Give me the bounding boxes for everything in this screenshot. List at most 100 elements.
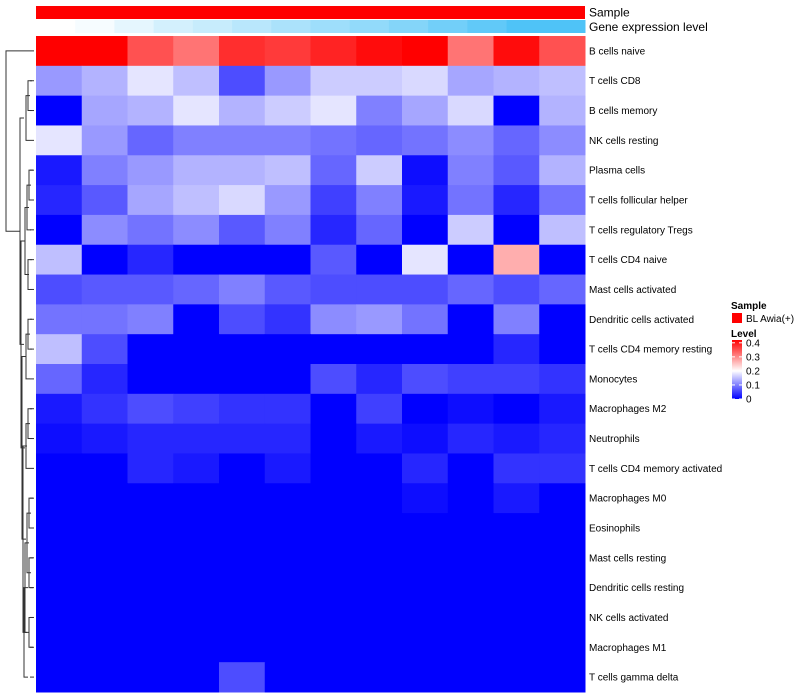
heatmap-cell bbox=[264, 572, 311, 604]
heatmap-cell bbox=[402, 662, 449, 693]
heatmap-cell bbox=[173, 304, 220, 335]
heatmap-cell bbox=[539, 244, 586, 276]
heatmap-cell bbox=[447, 423, 494, 454]
heatmap-cells bbox=[36, 36, 586, 693]
heatmap-cell bbox=[219, 244, 266, 276]
heatmap-cell bbox=[127, 364, 174, 395]
gene-expression-cell bbox=[75, 20, 115, 33]
heatmap-cell bbox=[356, 662, 403, 693]
heatmap-cell bbox=[402, 602, 449, 633]
heatmap-cell bbox=[219, 542, 266, 574]
heatmap-cell bbox=[173, 95, 220, 126]
heatmap-cell bbox=[36, 393, 83, 425]
heatmap-cell bbox=[264, 364, 311, 395]
heatmap-cell bbox=[36, 155, 83, 186]
heatmap-cell bbox=[310, 334, 357, 365]
heatmap-cell bbox=[402, 274, 449, 305]
heatmap-cell bbox=[173, 364, 220, 395]
heatmap-cell bbox=[402, 125, 449, 156]
heatmap-cell bbox=[310, 95, 357, 126]
heatmap-cell bbox=[81, 125, 128, 156]
heatmap-cell bbox=[447, 125, 494, 156]
heatmap-cell bbox=[356, 513, 403, 544]
heatmap-cell bbox=[310, 632, 357, 663]
gene-expression-annotation-label: Gene expression level bbox=[589, 20, 708, 34]
heatmap-cell bbox=[219, 65, 266, 97]
gene-expression-cell bbox=[428, 20, 468, 33]
heatmap-cell bbox=[447, 364, 494, 395]
heatmap-cell bbox=[36, 36, 83, 67]
heatmap-cell bbox=[36, 542, 83, 574]
heatmap-cell bbox=[493, 274, 540, 305]
gene-expression-cell bbox=[310, 20, 351, 33]
legend-level-ticks: 0.4 0.3 0.2 0.1 0 bbox=[732, 338, 760, 406]
legend-tick-label: 0.3 bbox=[746, 352, 760, 363]
legend-level-title: Level bbox=[731, 329, 757, 340]
heatmap-cell bbox=[219, 185, 266, 216]
heatmap-cell bbox=[447, 304, 494, 335]
heatmap-cell bbox=[447, 632, 494, 663]
heatmap-cell bbox=[447, 513, 494, 544]
heatmap-cell bbox=[264, 513, 311, 544]
heatmap-cell bbox=[539, 542, 586, 574]
heatmap-cell bbox=[539, 65, 586, 97]
heatmap-cell bbox=[219, 304, 266, 335]
gene-expression-cell bbox=[36, 20, 76, 33]
heatmap-cell bbox=[402, 36, 449, 67]
heatmap-cell bbox=[81, 602, 128, 633]
heatmap-cell bbox=[264, 274, 311, 305]
heatmap-cell bbox=[447, 602, 494, 633]
heatmap-cell bbox=[36, 125, 83, 156]
heatmap-cell bbox=[127, 125, 174, 156]
heatmap-cell bbox=[493, 662, 540, 693]
heatmap-cell bbox=[264, 334, 311, 365]
heatmap-cell bbox=[493, 513, 540, 544]
heatmap-cell bbox=[402, 214, 449, 246]
heatmap-cell bbox=[539, 304, 586, 335]
heatmap-cell bbox=[356, 364, 403, 395]
gene-expression-cell bbox=[271, 20, 311, 33]
heatmap-cell bbox=[173, 36, 220, 67]
heatmap-cell bbox=[356, 274, 403, 305]
heatmap-cell bbox=[173, 155, 220, 186]
heatmap-cell bbox=[402, 423, 449, 454]
heatmap-cell bbox=[493, 214, 540, 246]
heatmap-cell bbox=[264, 155, 311, 186]
heatmap-cell bbox=[264, 244, 311, 276]
heatmap-cell bbox=[36, 572, 83, 604]
heatmap-cell bbox=[81, 483, 128, 514]
row-label: Mast cells activated bbox=[589, 285, 676, 296]
gene-expression-annotation-bar bbox=[36, 20, 586, 33]
heatmap-cell bbox=[81, 65, 128, 97]
heatmap-cell bbox=[402, 393, 449, 425]
row-label: NK cells activated bbox=[589, 613, 668, 624]
gene-expression-cell bbox=[388, 20, 429, 33]
heatmap-cell bbox=[127, 483, 174, 514]
heatmap-cell bbox=[539, 513, 586, 544]
row-label: Macrophages M2 bbox=[589, 404, 667, 415]
heatmap-cell bbox=[81, 244, 128, 276]
heatmap-cell bbox=[219, 393, 266, 425]
legend-sample-title: Sample bbox=[731, 301, 767, 312]
heatmap-cell bbox=[36, 95, 83, 126]
heatmap-cell bbox=[36, 483, 83, 514]
heatmap-cell bbox=[264, 542, 311, 574]
heatmap-cell bbox=[219, 632, 266, 663]
heatmap-cell bbox=[81, 423, 128, 454]
heatmap-cell bbox=[36, 662, 83, 693]
row-label: Plasma cells bbox=[589, 166, 645, 177]
heatmap-cell bbox=[81, 364, 128, 395]
heatmap-cell bbox=[173, 185, 220, 216]
heatmap-cell bbox=[127, 393, 174, 425]
heatmap-cell bbox=[219, 483, 266, 514]
heatmap-cell bbox=[493, 483, 540, 514]
heatmap-cell bbox=[447, 155, 494, 186]
heatmap-cell bbox=[539, 662, 586, 693]
heatmap-cell bbox=[173, 423, 220, 454]
heatmap-cell bbox=[127, 36, 174, 67]
heatmap-cell bbox=[539, 483, 586, 514]
heatmap-cell bbox=[264, 662, 311, 693]
heatmap-cell bbox=[447, 483, 494, 514]
heatmap-cell bbox=[81, 632, 128, 663]
heatmap-cell bbox=[219, 95, 266, 126]
